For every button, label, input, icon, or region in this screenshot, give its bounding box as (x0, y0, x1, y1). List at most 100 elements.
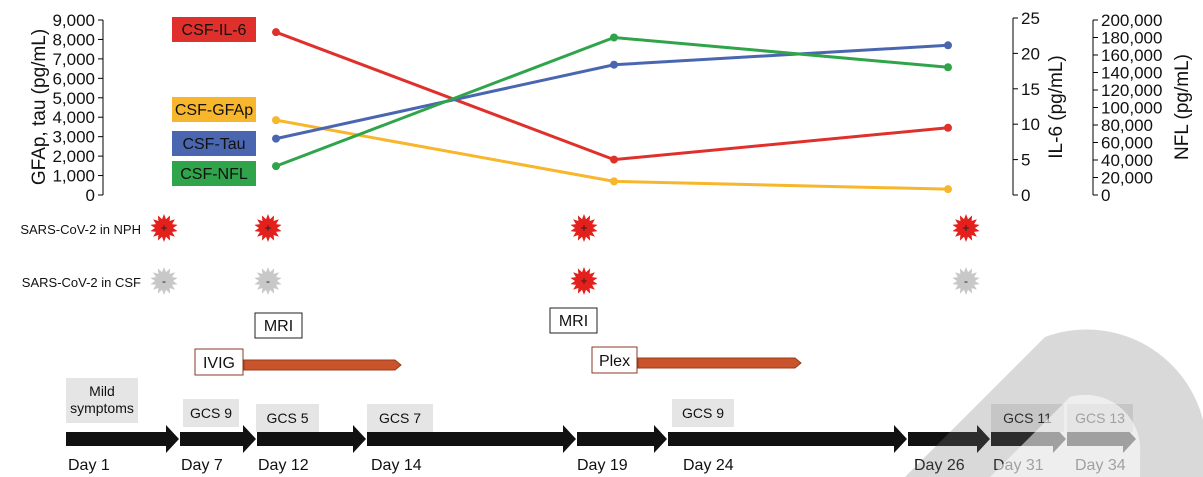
il6-axis-tick-label: 0 (1021, 186, 1030, 205)
timeline-arrow-segment (577, 425, 667, 453)
virus-burst-icon (952, 214, 980, 242)
csf-result-marker: - (150, 267, 178, 295)
left-axis-tick-label: 1,000 (52, 167, 95, 186)
status-label: GCS 9 (682, 405, 724, 421)
chart-area: 01,0002,0003,0004,0005,0006,0007,0008,00… (29, 9, 1193, 205)
mri-box (549, 307, 598, 334)
day-label: Day 1 (68, 457, 110, 474)
status-label: GCS 5 (266, 410, 308, 426)
result-symbol: + (264, 221, 271, 235)
il6-axis-tick-label: 25 (1021, 9, 1040, 28)
result-symbol: + (962, 221, 969, 235)
virus-burst-icon (952, 267, 980, 295)
csf-nfl-data-point (944, 63, 952, 72)
day-label: Day 24 (683, 457, 734, 474)
nfl-axis-tick-label: 60,000 (1101, 134, 1153, 153)
timeline-arrow-segment (66, 425, 179, 453)
status-label: GCS 11 (1003, 410, 1052, 426)
left-axis-title: GFAp, tau (pg/mL) (29, 29, 50, 185)
csf-result-marker: - (254, 267, 282, 295)
csf-il-6-data-point (610, 155, 618, 164)
npz-result-marker: + (150, 214, 178, 242)
left-axis-tick-label: 5,000 (52, 89, 95, 108)
legend-swatch-csf-il-6 (172, 17, 256, 42)
il6-axis-tick-label: 10 (1021, 115, 1040, 134)
result-symbol: - (964, 274, 968, 288)
csf-nfl-series-line (275, 35, 949, 168)
il6-axis-tick-label: 15 (1021, 80, 1040, 99)
day-label: Day 12 (258, 457, 309, 474)
status-chip (66, 378, 138, 423)
csf-tau-data-point (272, 134, 280, 143)
virus-burst-icon (254, 267, 282, 295)
status-chip (672, 399, 734, 427)
timeline-arrow-segment (908, 425, 990, 453)
csf-nfl-data-point (610, 33, 618, 42)
nfl-axis-tick-label: 40,000 (1101, 151, 1153, 170)
status-chip (367, 404, 433, 432)
treatment-duration-bar (637, 357, 802, 369)
csf-result-marker: - (952, 267, 980, 295)
csf-tau-data-point (944, 41, 952, 50)
sars-cov-2-result-rows: SARS-CoV-2 in NPH SARS-CoV-2 in CSF + + + + - -… (20, 214, 980, 295)
csf-gfap-data-point (610, 177, 618, 186)
legend-label-csf-nfl: CSF-NFL (180, 166, 248, 183)
csf-nfl-data-point (272, 162, 280, 171)
csf-tau-data-point (610, 60, 618, 69)
result-symbol: + (580, 221, 587, 235)
csf-il-6-data-point (944, 123, 952, 132)
result-symbol: - (162, 274, 166, 288)
day-label: Day 7 (181, 457, 223, 474)
nfl-axis-tick-label: 100,000 (1101, 99, 1162, 118)
treatment-label: Plex (599, 353, 630, 370)
virus-burst-icon (254, 214, 282, 242)
watermark-logo (905, 329, 1203, 477)
status-label: GCS 9 (190, 405, 232, 421)
result-symbol: + (580, 274, 587, 288)
legend-swatch-csf-gfap (172, 97, 256, 122)
virus-burst-icon (150, 214, 178, 242)
result-symbol: + (160, 221, 167, 235)
nfl-axis-tick-label: 80,000 (1101, 116, 1153, 135)
treatment-box (591, 346, 638, 374)
nfl-axis-tick-label: 140,000 (1101, 64, 1162, 83)
nfl-axis-tick-label: 20,000 (1101, 169, 1153, 188)
csf-gfap-data-point (944, 185, 952, 194)
timeline-arrow-segment (668, 425, 907, 453)
status-label-mild-symptoms: Mild symptoms (70, 383, 134, 416)
left-axis-tick-label: 4,000 (52, 108, 95, 127)
timeline-arrow-segment (180, 425, 256, 453)
left-axis-tick-label: 2,000 (52, 147, 95, 166)
nfl-axis-tick-label: 200,000 (1101, 11, 1162, 30)
npz-result-marker: + (254, 214, 282, 242)
legend-swatch-csf-tau (172, 131, 256, 156)
csf-gfap-data-point (272, 116, 280, 125)
treatment-label: IVIG (203, 355, 235, 372)
il6-axis-title: IL-6 (pg/mL) (1046, 55, 1067, 158)
npz-result-marker: + (570, 214, 598, 242)
left-axis-tick-label: 9,000 (52, 11, 95, 30)
npz-row-label: SARS-CoV-2 in NPH (20, 222, 141, 237)
nfl-axis-tick-label: 180,000 (1101, 29, 1162, 48)
status-chip (183, 399, 239, 427)
legend-swatch-csf-nfl (172, 161, 256, 186)
nfl-axis-tick-label: 160,000 (1101, 46, 1162, 65)
left-axis-tick-label: 3,000 (52, 128, 95, 147)
virus-burst-icon (570, 267, 598, 295)
il6-axis-tick-label: 5 (1021, 151, 1030, 170)
watermark-cutout (990, 394, 1141, 477)
left-axis-tick-label: 0 (86, 186, 95, 205)
clinical-events: MRI MRI IVIG Plex (194, 307, 802, 376)
il6-axis-tick-label: 20 (1021, 44, 1040, 63)
nfl-axis-tick-label: 120,000 (1101, 81, 1162, 100)
left-axis-tick-label: 7,000 (52, 50, 95, 69)
day-label: Day 26 (914, 457, 965, 474)
mri-label: MRI (264, 318, 293, 335)
virus-burst-icon (150, 267, 178, 295)
result-symbol: - (266, 274, 270, 288)
csf-row-label: SARS-CoV-2 in CSF (22, 275, 141, 290)
treatment-duration-bar (243, 359, 402, 371)
legend-label-csf-tau: CSF-Tau (182, 136, 245, 153)
csf-il-6-data-point (272, 28, 280, 37)
